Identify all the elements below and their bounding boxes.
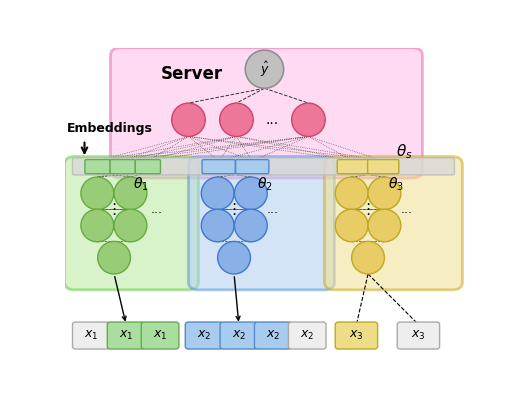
FancyBboxPatch shape (397, 322, 440, 349)
FancyBboxPatch shape (135, 160, 160, 174)
Text: $x_{2}$: $x_{2}$ (300, 329, 314, 342)
Ellipse shape (201, 177, 234, 210)
Text: $x_{2}$: $x_{2}$ (197, 329, 211, 342)
FancyBboxPatch shape (337, 160, 368, 174)
Text: $x_{3}$: $x_{3}$ (349, 329, 364, 342)
Text: ⋮: ⋮ (106, 202, 122, 217)
Text: $x_{1}$: $x_{1}$ (119, 329, 133, 342)
Ellipse shape (172, 103, 205, 137)
Text: $\hat{y}$: $\hat{y}$ (260, 60, 269, 79)
Text: ...: ... (266, 203, 279, 216)
Text: Embeddings: Embeddings (67, 123, 152, 135)
Ellipse shape (335, 177, 368, 210)
FancyBboxPatch shape (72, 158, 455, 175)
Text: $\theta_3$: $\theta_3$ (389, 176, 405, 193)
Ellipse shape (81, 177, 114, 210)
FancyBboxPatch shape (288, 322, 326, 349)
Ellipse shape (81, 209, 114, 242)
Ellipse shape (114, 177, 147, 210)
Ellipse shape (368, 177, 401, 210)
FancyBboxPatch shape (202, 160, 235, 174)
FancyBboxPatch shape (107, 322, 145, 349)
Text: ⋮: ⋮ (227, 202, 241, 217)
Ellipse shape (335, 209, 368, 242)
Ellipse shape (218, 242, 250, 274)
FancyBboxPatch shape (367, 160, 399, 174)
Text: Server: Server (160, 64, 222, 83)
FancyBboxPatch shape (141, 322, 179, 349)
Ellipse shape (201, 209, 234, 242)
Ellipse shape (351, 242, 384, 274)
Text: ...: ... (266, 113, 279, 127)
Text: ⋮: ⋮ (360, 202, 376, 217)
Text: ...: ... (400, 203, 412, 216)
FancyBboxPatch shape (72, 322, 110, 349)
Text: $x_{1}$: $x_{1}$ (84, 329, 99, 342)
Ellipse shape (98, 242, 131, 274)
Ellipse shape (234, 209, 267, 242)
FancyBboxPatch shape (236, 160, 269, 174)
FancyBboxPatch shape (254, 322, 292, 349)
FancyBboxPatch shape (110, 160, 135, 174)
FancyBboxPatch shape (110, 48, 423, 178)
Text: $x_{1}$: $x_{1}$ (153, 329, 167, 342)
FancyBboxPatch shape (220, 322, 257, 349)
Text: $x_{3}$: $x_{3}$ (411, 329, 426, 342)
Ellipse shape (292, 103, 325, 137)
Text: $\theta_2$: $\theta_2$ (256, 176, 272, 193)
FancyBboxPatch shape (335, 322, 378, 349)
FancyBboxPatch shape (325, 156, 462, 290)
Text: $x_{2}$: $x_{2}$ (232, 329, 246, 342)
Text: $x_{2}$: $x_{2}$ (266, 329, 280, 342)
Text: $\theta_1$: $\theta_1$ (133, 176, 149, 193)
FancyBboxPatch shape (188, 156, 334, 290)
Ellipse shape (245, 50, 284, 88)
FancyBboxPatch shape (85, 160, 110, 174)
Ellipse shape (114, 209, 147, 242)
Ellipse shape (368, 209, 401, 242)
Text: ...: ... (151, 203, 163, 216)
Ellipse shape (234, 177, 267, 210)
Ellipse shape (220, 103, 253, 137)
Text: $\theta_s$: $\theta_s$ (396, 142, 413, 161)
FancyBboxPatch shape (64, 156, 199, 290)
FancyBboxPatch shape (185, 322, 223, 349)
